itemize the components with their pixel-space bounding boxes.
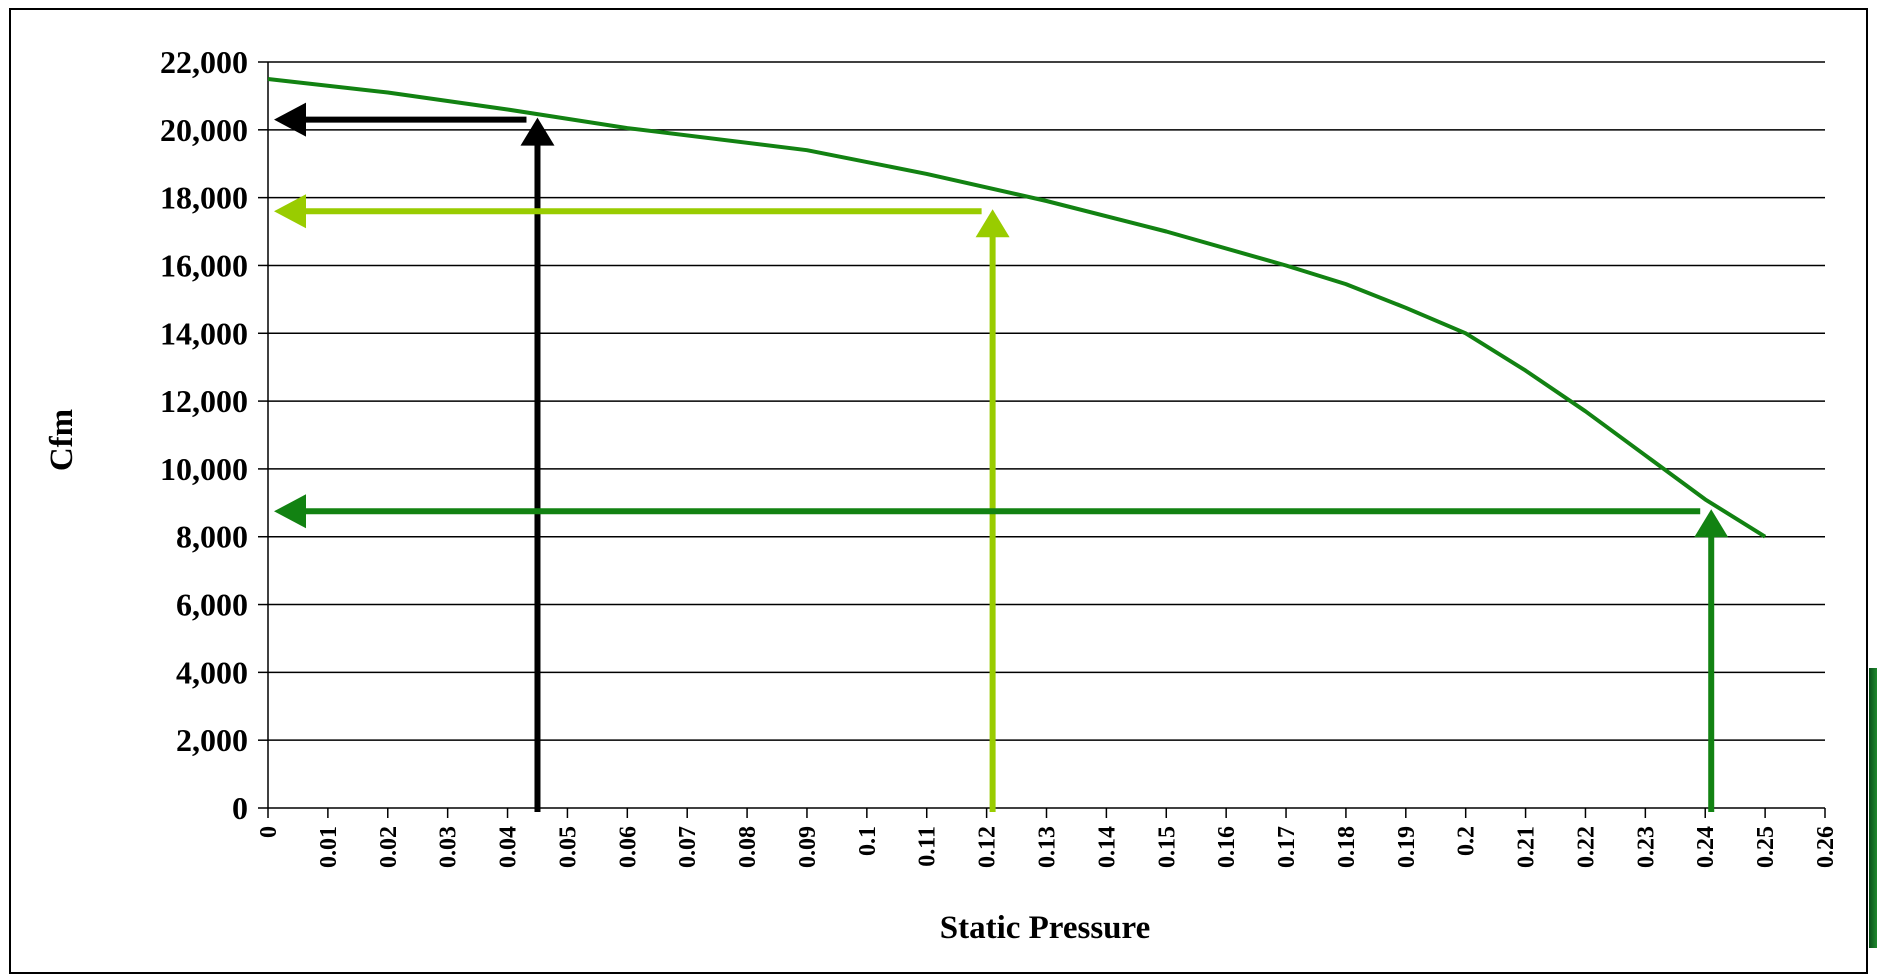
arrow-up-head: [975, 209, 1010, 238]
gridlines: [268, 61, 1825, 741]
x-tick-label: 0.07: [675, 826, 701, 868]
x-tick-label: 0.12: [975, 826, 1001, 868]
x-tick-labels: 0 0.01 0.02 0.03 0.04 0.05 0.06 0.07 0.08 0.09 0.1…: [256, 826, 1839, 868]
y-tick-label: 18,000: [160, 180, 248, 216]
y-tick-label: 6,000: [176, 587, 248, 623]
x-tick-label: 0.11: [915, 826, 941, 867]
x-tick-label: 0.16: [1214, 826, 1240, 868]
x-tick-label: 0.25: [1753, 826, 1779, 868]
y-tick-label: 8,000: [176, 519, 248, 555]
x-tick-label: 0.03: [436, 826, 462, 868]
adjacent-slide-edge: [1869, 668, 1877, 948]
series: [267, 77, 1767, 539]
arrow-up-head: [520, 117, 555, 146]
axes: [258, 61, 1826, 818]
chart-frame: [9, 8, 1868, 974]
x-tick-label: 0.23: [1633, 826, 1659, 868]
y-tick-label: 16,000: [160, 247, 248, 283]
y-tick-labels: 0 2,000 4,000 6,000 8,000 10,000 12,000 14,000 1…: [160, 44, 248, 826]
y-tick-label: 14,000: [160, 315, 248, 351]
x-tick-label: 0.14: [1094, 826, 1120, 868]
x-tick-label: 0.18: [1334, 826, 1360, 868]
x-tick-label: 0.22: [1573, 826, 1599, 868]
y-tick-label: 22,000: [160, 44, 248, 80]
y-tick-label: 12,000: [160, 383, 248, 419]
arrow-left-head: [274, 102, 306, 137]
x-tick-label: 0.17: [1274, 826, 1300, 868]
x-tick-label: 0.21: [1514, 826, 1540, 868]
x-tick-label: 0.02: [376, 826, 402, 868]
x-tick-label: 0: [256, 826, 282, 838]
series-line-0: [267, 77, 1767, 539]
x-tick-label: 0.15: [1154, 826, 1180, 868]
y-tick-label: 20,000: [160, 112, 248, 148]
x-tick-label: 0.09: [795, 826, 821, 868]
x-tick-label: 0.13: [1035, 826, 1061, 868]
arrow-up-head: [1694, 509, 1729, 538]
x-tick-label: 0.04: [496, 826, 522, 868]
arrow-annotations: [274, 102, 1729, 812]
arrow-annotation-2: [274, 494, 1729, 812]
x-tick-label: 0.06: [615, 826, 641, 868]
x-axis-title: Static Pressure: [940, 910, 1151, 946]
y-tick-label: 10,000: [160, 451, 248, 487]
arrow-left-head: [274, 194, 306, 229]
x-tick-label: 0.05: [555, 826, 581, 868]
x-tick-label: 0.1: [855, 826, 881, 856]
x-tick-label: 0.08: [735, 826, 761, 868]
x-tick-label: 0.01: [316, 826, 342, 868]
y-axis-title: Cfm: [44, 409, 80, 471]
x-tick-label: 0.2: [1454, 826, 1480, 856]
arrow-annotation-1: [274, 194, 1010, 812]
y-tick-label: 2,000: [176, 722, 248, 758]
x-tick-label: 0.26: [1813, 826, 1839, 868]
y-tick-label: 4,000: [176, 654, 248, 690]
arrow-left-head: [274, 494, 306, 529]
x-tick-label: 0.19: [1394, 826, 1420, 868]
y-tick-label: 0: [232, 790, 248, 826]
arrow-annotation-0: [274, 102, 555, 812]
x-tick-label: 0.24: [1693, 826, 1719, 868]
